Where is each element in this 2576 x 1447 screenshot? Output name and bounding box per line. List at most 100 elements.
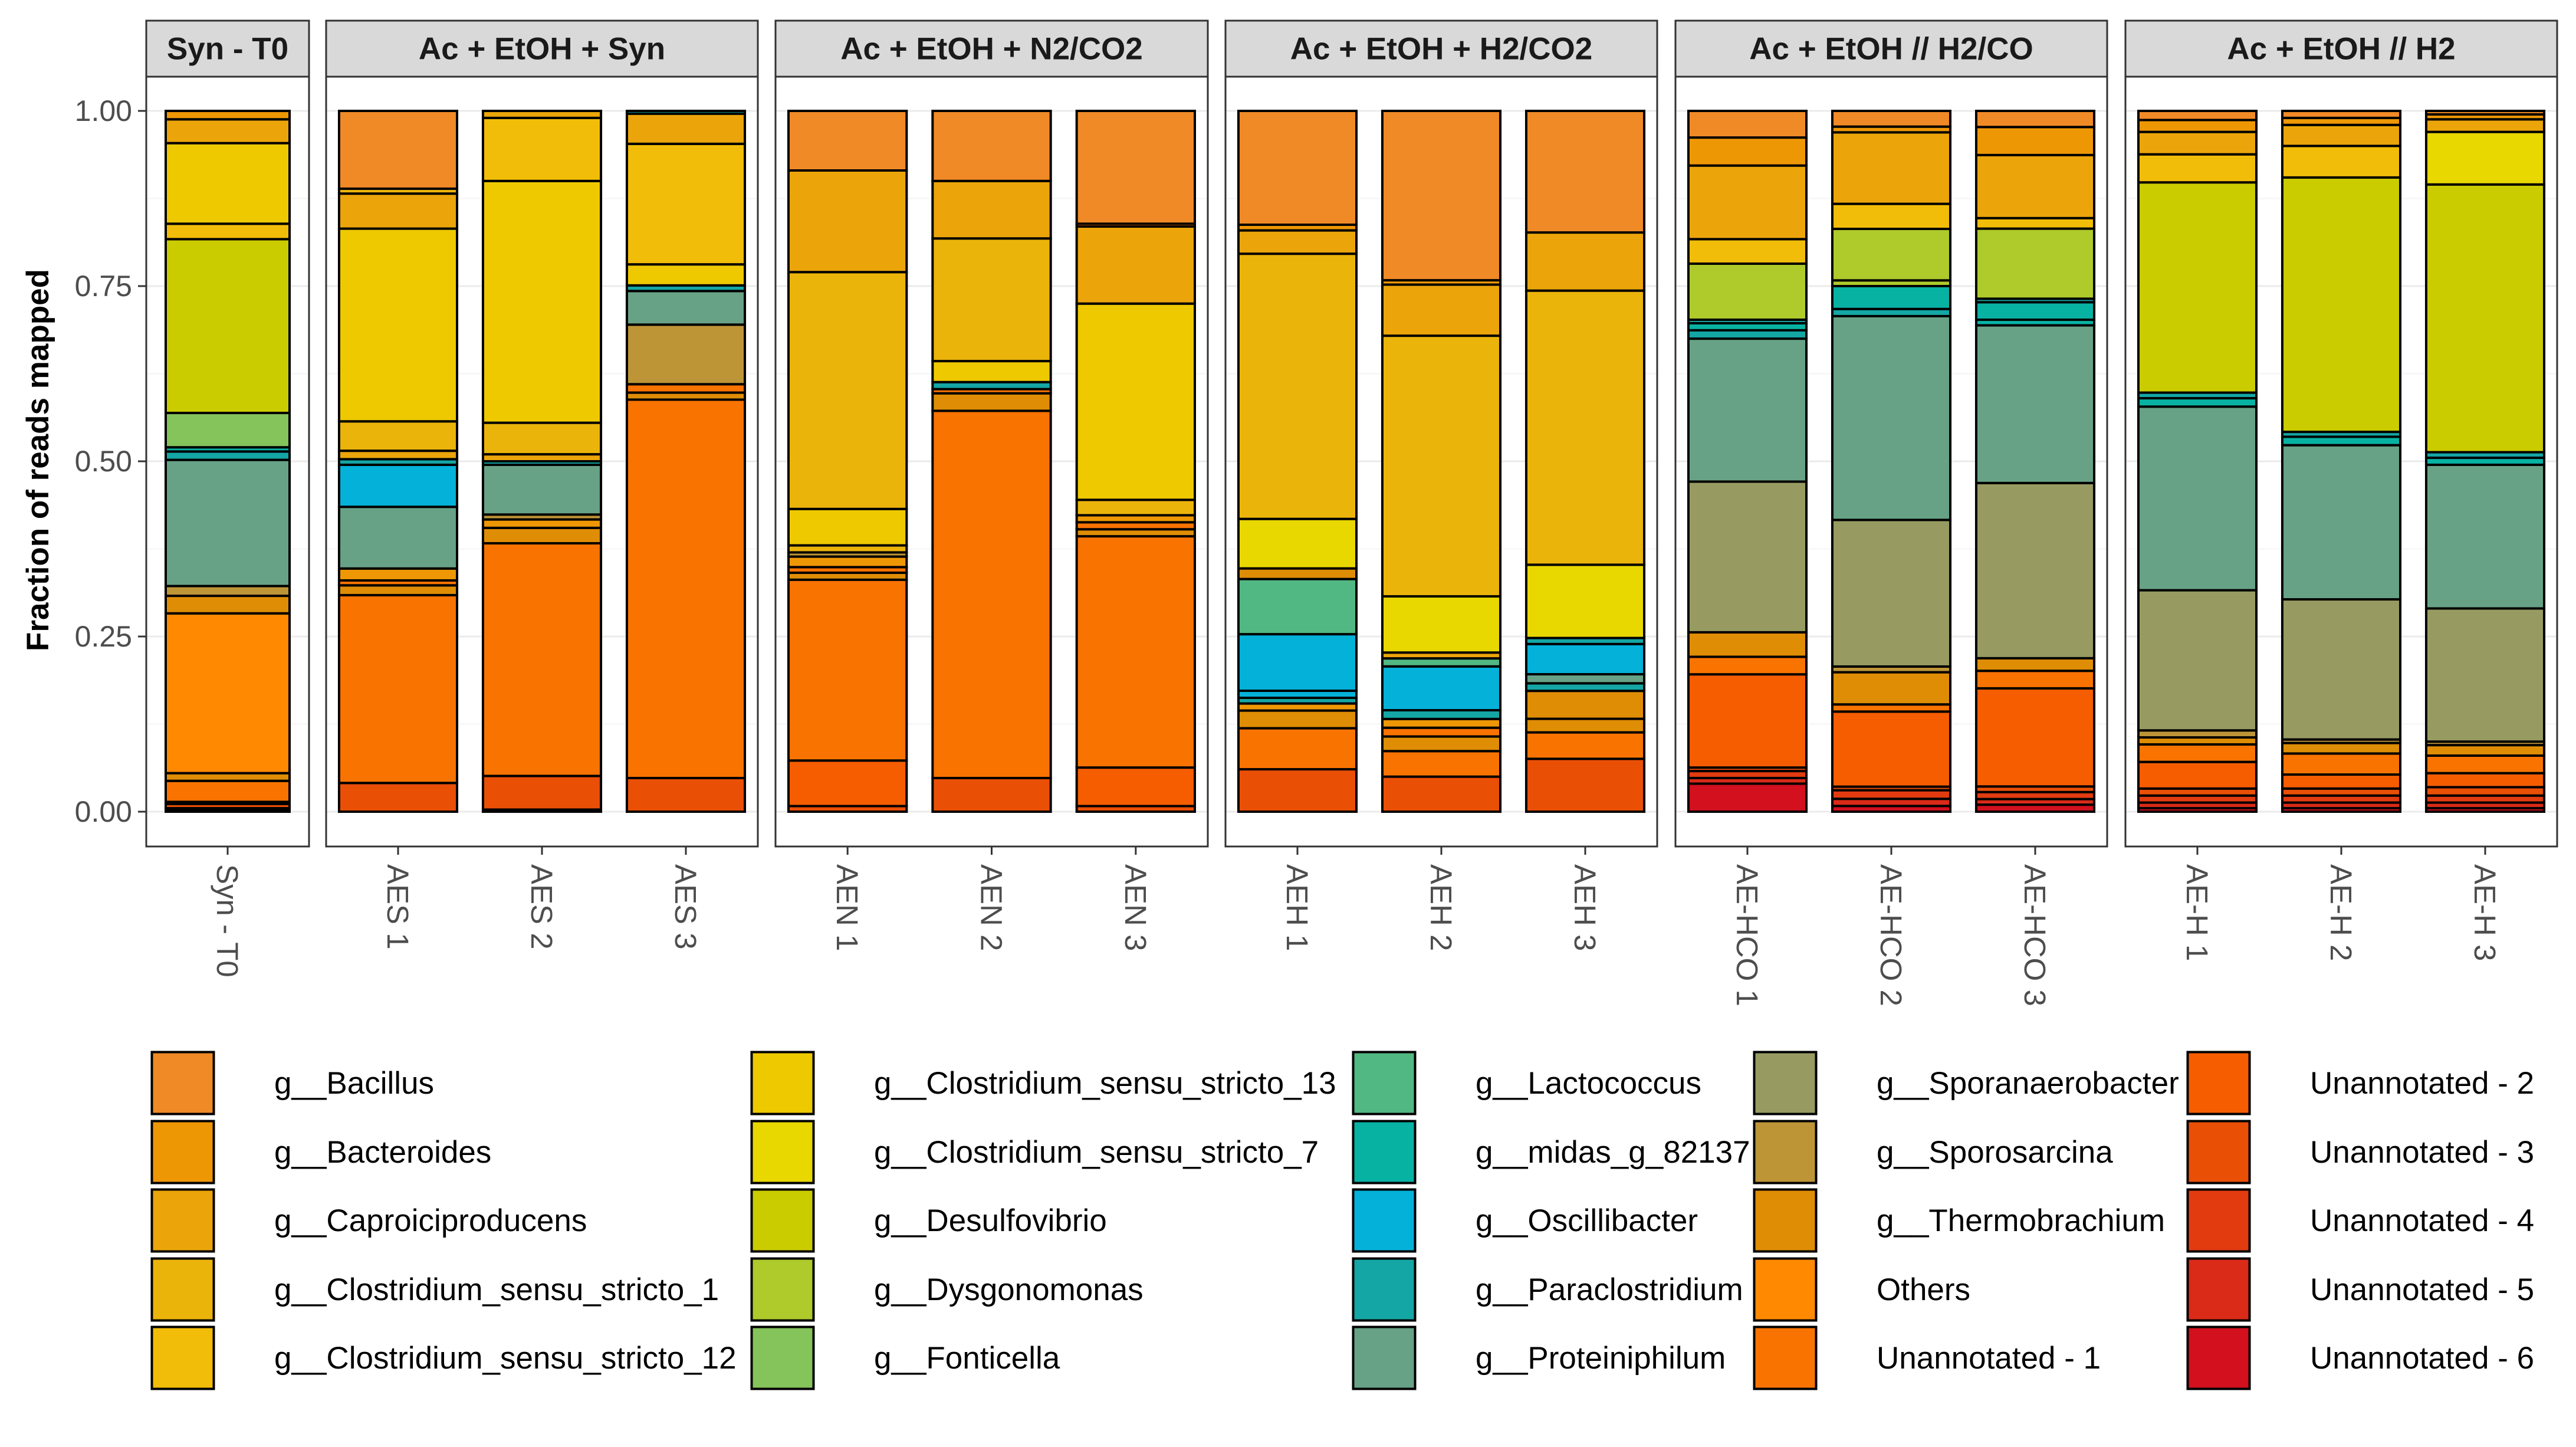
bar-segment [1831, 710, 1952, 788]
facet-label: Ac + EtOH + N2/CO2 [840, 32, 1143, 67]
x-tick-label: AE-H 2 [2324, 864, 2358, 961]
legend-label: g__Caproiciproducens [274, 1203, 587, 1238]
legend-label: g__Thermobrachium [1877, 1203, 2165, 1238]
bar-segment [2137, 181, 2258, 394]
bar-segment [337, 463, 459, 508]
bar-segment [2281, 444, 2402, 601]
bar-segment [625, 383, 747, 394]
facet-label: Ac + EtOH // H2 [2227, 32, 2455, 67]
bar-segment [1687, 782, 1808, 813]
legend-key [1753, 1120, 1818, 1184]
legend-key [2186, 1325, 2251, 1390]
bar-segment [2424, 786, 2546, 797]
bar-segment [1831, 314, 1952, 521]
bar-segment [1381, 708, 1502, 720]
bar-segment [2281, 598, 2402, 741]
bar-segment [1524, 642, 1646, 676]
bar-stack [931, 110, 1052, 813]
legend-label: Unannotated - 2 [2310, 1066, 2534, 1101]
bar-segment [787, 271, 908, 510]
bar-segment [1831, 789, 1952, 800]
facet-panel: Ac + EtOH + N2/CO2 AEN 1 AEN 2 AEN 3 [774, 19, 1209, 951]
bar-segment [481, 542, 603, 777]
facet-label: Syn - T0 [167, 32, 288, 67]
legend-label: Others [1877, 1272, 1970, 1307]
bar-segment [1974, 301, 2096, 321]
legend-label: g__Clostridium_sensu_stricto_12 [274, 1341, 737, 1376]
legend-item: g__Sporanaerobacter [1753, 1051, 2179, 1115]
legend-key [750, 1188, 815, 1253]
legend-item: Unannotated - 2 [2186, 1051, 2534, 1115]
bar-stack [2137, 110, 2258, 813]
bar-segment [1075, 225, 1197, 305]
legend-item: g__Oscillibacter [1352, 1188, 1698, 1253]
facet-strip [1674, 19, 2108, 78]
bar-segment [787, 169, 908, 274]
bar-segment [2281, 110, 2402, 119]
bar-segment [337, 584, 459, 596]
bar-segment [1237, 517, 1358, 570]
legend-key [1352, 1120, 1417, 1184]
legend-key [2186, 1188, 2251, 1253]
legend-item: g__midas_g_82137 [1352, 1120, 1750, 1184]
facet-label: Ac + EtOH + H2/CO2 [1290, 32, 1593, 67]
bar-segment [1974, 227, 2096, 300]
legend-item: g__Clostridium_sensu_stricto_13 [750, 1051, 1336, 1115]
bar-segment [481, 179, 603, 424]
bar-segment [165, 585, 291, 598]
bar-segment [481, 463, 603, 516]
bar-stack [337, 110, 459, 813]
bar-segment [1831, 110, 1952, 128]
y-axis-label: Fraction of reads mapped [21, 269, 55, 651]
x-tick-label: AEH 1 [1280, 864, 1314, 951]
bar-segment [337, 227, 459, 423]
legend-item: g__Desulfovibrio [750, 1188, 1107, 1253]
legend-key [150, 1120, 215, 1184]
bar-segment [1524, 717, 1646, 734]
legend-key [750, 1051, 815, 1115]
legend-item: Unannotated - 5 [2186, 1257, 2534, 1322]
bar-segment [2424, 744, 2546, 757]
legend-item: g__Paraclostridium [1352, 1257, 1743, 1322]
legend-key [2186, 1120, 2251, 1184]
bar-segment [1075, 766, 1197, 808]
bar-segment [1974, 657, 2096, 672]
legend-label: g__Bacillus [274, 1066, 434, 1101]
legend-key [150, 1051, 215, 1115]
legend-item: g__Dysgonomonas [750, 1257, 1144, 1322]
bar-segment [1075, 498, 1197, 517]
bar-segment [1974, 110, 2096, 129]
x-tick-label: AES 3 [669, 864, 702, 950]
legend-label: g__Clostridium_sensu_stricto_7 [874, 1135, 1319, 1170]
bar-segment [2137, 110, 2258, 122]
bar-segment [931, 179, 1052, 240]
bar-segment [625, 110, 747, 115]
legend-label: g__Bacteroides [274, 1135, 491, 1170]
bar-segment [1381, 735, 1502, 753]
bar-segment [2281, 123, 2402, 147]
y-tick-label: 0.75 [75, 270, 132, 303]
legend-label: g__Desulfovibrio [874, 1203, 1107, 1238]
bar-segment [165, 779, 291, 803]
facet-panel: Syn - T0 Syn - T0 [145, 19, 310, 977]
legend-key [1352, 1325, 1417, 1390]
bar-segment [1524, 731, 1646, 760]
bar-segment [1831, 202, 1952, 231]
bar-segment [337, 420, 459, 452]
x-tick-label: AE-HCO 2 [1874, 864, 1908, 1006]
bar-segment [1524, 757, 1646, 813]
bar-segment [931, 110, 1052, 182]
legend-label: g__Sporanaerobacter [1877, 1066, 2179, 1101]
bar-segment [787, 555, 908, 569]
legend-label: Unannotated - 5 [2310, 1272, 2534, 1307]
bar-segment [1237, 768, 1358, 813]
legend-item: g__Sporosarcina [1753, 1120, 2113, 1184]
legend-label: g__Dysgonomonas [874, 1272, 1144, 1307]
bar-segment [2281, 773, 2402, 790]
bar-segment [2137, 153, 2258, 184]
bar-segment [625, 776, 747, 813]
bar-segment [787, 578, 908, 762]
bar-segment [1237, 252, 1358, 520]
bar-segment [2281, 752, 2402, 776]
